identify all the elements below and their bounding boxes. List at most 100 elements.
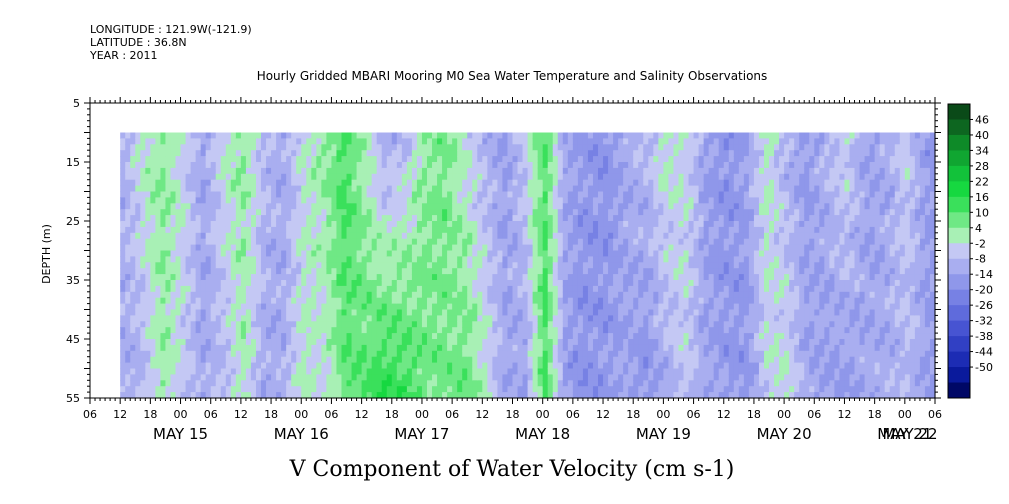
field-cell (145, 309, 151, 316)
field-cell (487, 268, 493, 275)
field-cell (618, 250, 624, 257)
field-cell (356, 297, 363, 305)
field-cell (411, 274, 418, 281)
field-cell (180, 173, 187, 181)
field-cell (598, 356, 604, 364)
field-cell (210, 221, 217, 228)
field-cell (432, 339, 438, 346)
field-cell (603, 209, 609, 216)
field-cell (628, 197, 634, 204)
field-cell (638, 226, 644, 234)
field-cell (316, 167, 322, 175)
field-cell (210, 185, 217, 193)
field-cell (210, 150, 217, 157)
field-cell (643, 386, 649, 393)
field-cell (215, 256, 222, 263)
field-cell (371, 362, 378, 370)
field-cell (190, 203, 197, 210)
field-cell (497, 191, 504, 198)
field-cell (562, 221, 569, 228)
field-cell (623, 386, 629, 393)
field-cell (517, 339, 524, 346)
field-cell (598, 221, 604, 228)
field-cell (396, 197, 403, 204)
field-cell (532, 327, 539, 334)
field-cell (235, 209, 242, 216)
field-cell (477, 262, 483, 269)
field-cell (165, 150, 172, 157)
field-cell (668, 333, 675, 340)
field-cell (261, 392, 267, 399)
field-cell (396, 291, 403, 299)
field-cell (658, 386, 664, 393)
field-cell (673, 244, 680, 252)
field-cell (507, 309, 514, 316)
field-cell (608, 156, 614, 163)
field-cell (628, 374, 634, 381)
field-cell (401, 215, 408, 222)
field-cell (442, 238, 448, 246)
field-cell (125, 262, 131, 269)
field-cell (371, 297, 378, 305)
field-cell (291, 226, 297, 234)
field-cell (135, 150, 141, 157)
field-cell (271, 356, 277, 364)
field-cell (255, 380, 262, 387)
field-cell (426, 197, 433, 204)
field-cell (653, 339, 659, 346)
field-cell (557, 203, 564, 210)
field-cell (376, 380, 383, 387)
field-cell (552, 185, 559, 193)
field-cell (331, 185, 338, 193)
field-cell (577, 368, 584, 375)
field-cell (447, 374, 453, 381)
field-cell (261, 262, 267, 269)
field-cell (326, 344, 333, 352)
field-cell (542, 138, 549, 145)
field-cell (547, 368, 554, 375)
field-cell (512, 333, 519, 340)
field-cell (321, 132, 327, 139)
field-cell (160, 392, 167, 399)
field-cell (261, 144, 267, 151)
field-cell (281, 132, 287, 139)
field-cell (467, 203, 473, 210)
field-cell (391, 339, 398, 346)
field-cell (266, 339, 272, 346)
field-cell (608, 197, 614, 204)
field-cell (155, 380, 162, 387)
field-cell (432, 268, 438, 275)
field-cell (135, 162, 141, 169)
field-cell (673, 262, 680, 269)
field-cell (175, 173, 182, 181)
field-cell (497, 185, 504, 193)
field-cell (376, 386, 383, 393)
field-cell (225, 297, 232, 305)
field-cell (381, 232, 388, 240)
field-cell (391, 368, 398, 375)
field-cell (472, 215, 478, 222)
field-cell (170, 215, 177, 222)
field-cell (542, 209, 549, 216)
field-cell (663, 309, 670, 316)
field-cell (145, 291, 151, 299)
field-cell (155, 244, 162, 252)
field-cell (225, 144, 232, 151)
field-cell (673, 291, 680, 299)
field-cell (603, 386, 609, 393)
field-cell (281, 362, 287, 370)
field-cell (351, 291, 358, 299)
field-cell (643, 356, 649, 364)
field-cell (587, 315, 594, 322)
field-cell (608, 179, 614, 187)
field-cell (482, 268, 488, 275)
field-cell (291, 356, 297, 364)
field-cell (351, 150, 358, 157)
field-cell (361, 321, 368, 328)
field-cell (286, 203, 292, 210)
field-cell (331, 226, 338, 234)
field-cell (316, 280, 322, 287)
field-cell (381, 339, 388, 346)
field-cell (442, 256, 448, 263)
field-cell (452, 309, 458, 316)
